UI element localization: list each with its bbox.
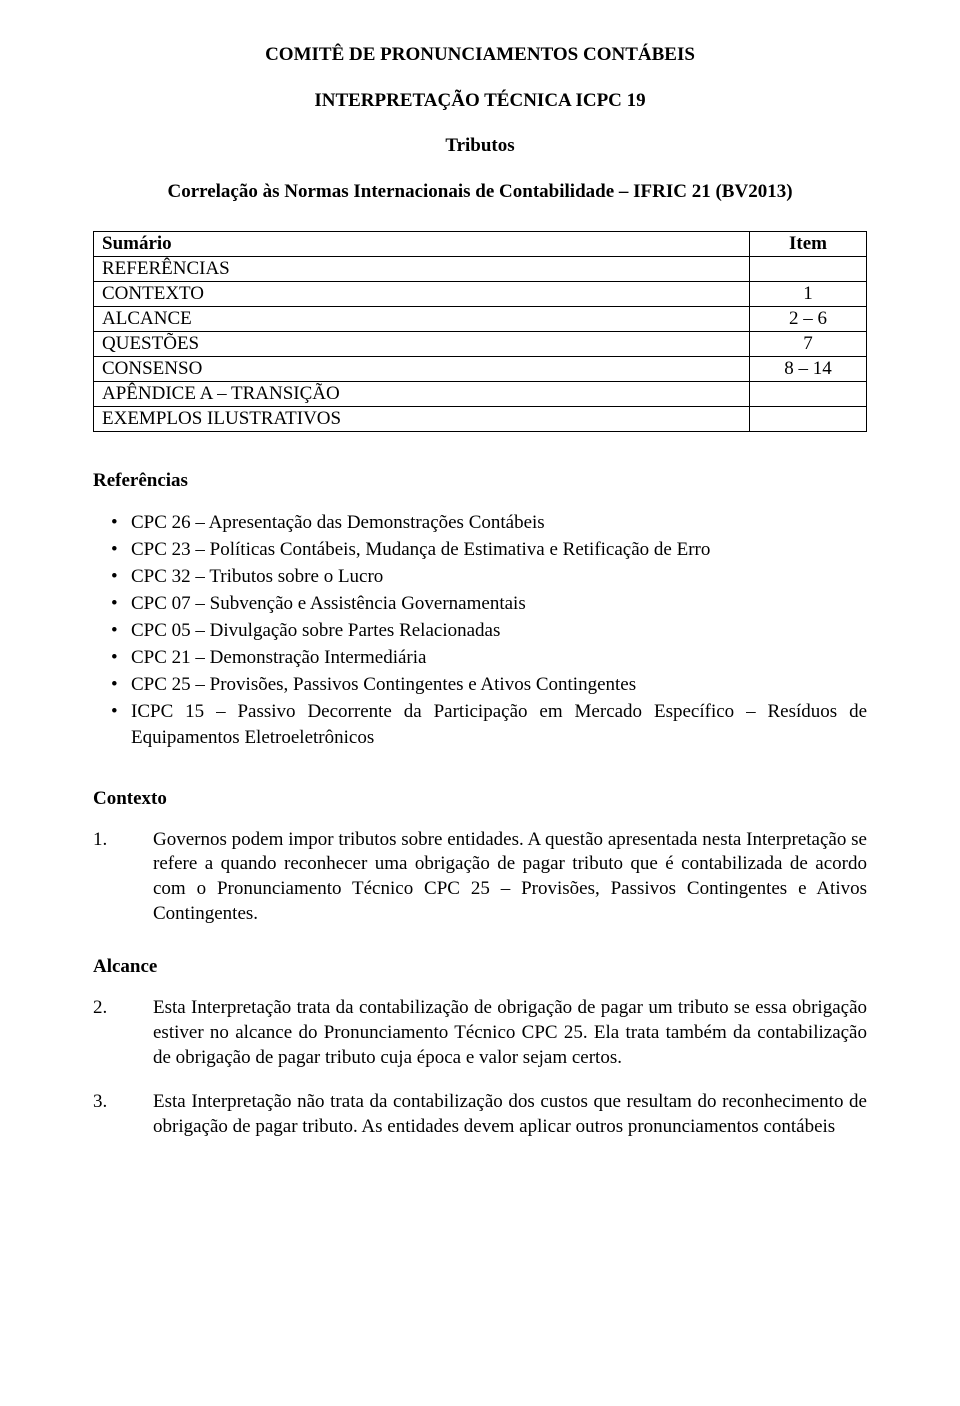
table-row: EXEMPLOS ILUSTRATIVOS (94, 406, 867, 431)
summary-table: Sumário Item REFERÊNCIAS CONTEXTO 1 ALCA… (93, 231, 867, 432)
table-row: APÊNDICE A – TRANSIÇÃO (94, 381, 867, 406)
referencias-list: CPC 26 – Apresentação das Demonstrações … (93, 510, 867, 752)
table-row: CONTEXTO 1 (94, 281, 867, 306)
doc-title-line1: COMITÊ DE PRONUNCIAMENTOS CONTÁBEIS (93, 42, 867, 68)
summary-col2-header: Item (750, 231, 867, 256)
item-text: Esta Interpretação trata da contabilizaç… (153, 997, 867, 1067)
item-text: Governos podem impor tributos sobre enti… (153, 829, 867, 924)
doc-title-line2: INTERPRETAÇÃO TÉCNICA ICPC 19 (93, 88, 867, 114)
summary-label: REFERÊNCIAS (94, 256, 750, 281)
document-page: COMITÊ DE PRONUNCIAMENTOS CONTÁBEIS INTE… (0, 0, 960, 1406)
summary-label: ALCANCE (94, 306, 750, 331)
item-number: 3. (93, 1090, 133, 1115)
item-text: Esta Interpretação não trata da contabil… (153, 1091, 867, 1137)
contexto-list: 1. Governos podem impor tributos sobre e… (93, 828, 867, 947)
list-item: CPC 26 – Apresentação das Demonstrações … (93, 510, 867, 535)
summary-label: EXEMPLOS ILUSTRATIVOS (94, 406, 750, 431)
list-item: 3. Esta Interpretação não trata da conta… (93, 1090, 867, 1139)
summary-item (750, 381, 867, 406)
table-row: CONSENSO 8 – 14 (94, 356, 867, 381)
table-row: ALCANCE 2 – 6 (94, 306, 867, 331)
summary-item: 7 (750, 331, 867, 356)
doc-title-line3: Tributos (93, 133, 867, 159)
summary-col1-header: Sumário (94, 231, 750, 256)
list-item: ICPC 15 – Passivo Decorrente da Particip… (93, 699, 867, 749)
list-item: CPC 05 – Divulgação sobre Partes Relacio… (93, 618, 867, 643)
list-item: CPC 32 – Tributos sobre o Lucro (93, 564, 867, 589)
contexto-heading: Contexto (93, 788, 867, 810)
list-item: CPC 23 – Políticas Contábeis, Mudança de… (93, 537, 867, 562)
list-item: 2. Esta Interpretação trata da contabili… (93, 996, 867, 1070)
alcance-heading: Alcance (93, 956, 867, 978)
table-header-row: Sumário Item (94, 231, 867, 256)
summary-item: 8 – 14 (750, 356, 867, 381)
list-item: CPC 07 – Subvenção e Assistência Governa… (93, 591, 867, 616)
summary-item (750, 256, 867, 281)
summary-item: 2 – 6 (750, 306, 867, 331)
summary-label: QUESTÕES (94, 331, 750, 356)
table-row: REFERÊNCIAS (94, 256, 867, 281)
table-row: QUESTÕES 7 (94, 331, 867, 356)
summary-item (750, 406, 867, 431)
summary-label: APÊNDICE A – TRANSIÇÃO (94, 381, 750, 406)
list-item: CPC 21 – Demonstração Intermediária (93, 645, 867, 670)
list-item: CPC 25 – Provisões, Passivos Contingente… (93, 672, 867, 697)
referencias-heading: Referências (93, 470, 867, 492)
item-number: 2. (93, 996, 133, 1021)
summary-label: CONTEXTO (94, 281, 750, 306)
list-item: 1. Governos podem impor tributos sobre e… (93, 828, 867, 927)
alcance-list: 2. Esta Interpretação trata da contabili… (93, 996, 867, 1159)
summary-item: 1 (750, 281, 867, 306)
doc-subtitle: Correlação às Normas Internacionais de C… (93, 181, 867, 203)
summary-label: CONSENSO (94, 356, 750, 381)
item-number: 1. (93, 828, 133, 853)
